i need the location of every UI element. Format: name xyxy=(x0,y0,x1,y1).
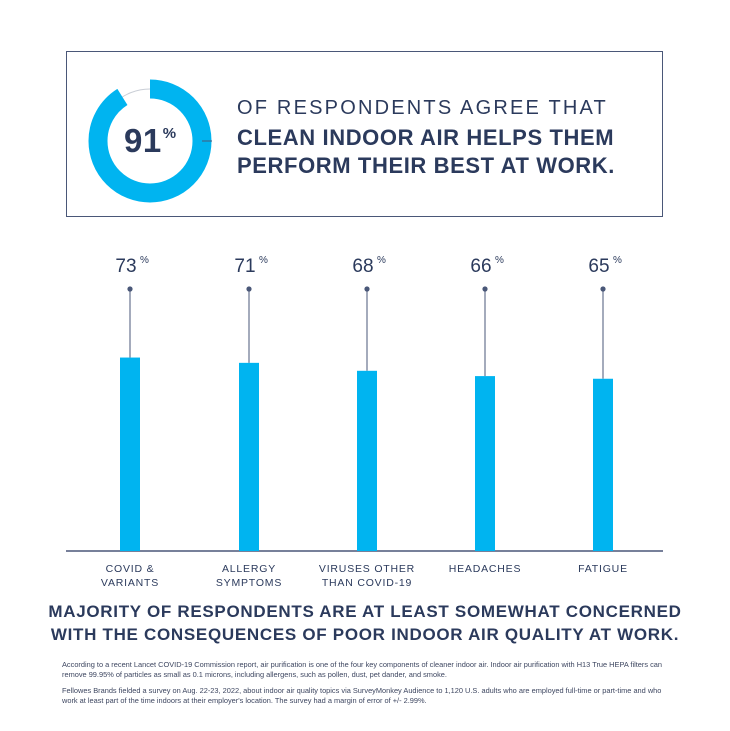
category-label: THAN COVID-19 xyxy=(322,577,412,589)
category-label: FATIGUE xyxy=(578,563,628,575)
hero-percentage: 91 % xyxy=(88,79,212,203)
category-label: VARIANTS xyxy=(101,577,159,589)
bar-stem-dot xyxy=(127,286,133,292)
hero-statement-line1: OF RESPONDENTS AGREE THAT xyxy=(237,97,608,119)
category-label: ALLERGY xyxy=(222,563,276,575)
bar-stem-dot xyxy=(246,286,252,292)
bar xyxy=(239,362,259,551)
footnotes: According to a recent Lancet COVID-19 Co… xyxy=(62,660,672,712)
hero-statement-line3: PERFORM THEIR BEST AT WORK. xyxy=(237,153,615,178)
bar xyxy=(475,376,495,551)
hero-statement: OF RESPONDENTS AGREE THAT CLEAN INDOOR A… xyxy=(237,97,615,180)
chart-tagline: MAJORITY OF RESPONDENTS ARE AT LEAST SOM… xyxy=(0,600,730,646)
footnote-1: According to a recent Lancet COVID-19 Co… xyxy=(62,660,663,679)
bar xyxy=(593,378,613,551)
bar-stem-dot xyxy=(482,286,488,292)
bar-value-unit: % xyxy=(495,255,504,266)
hero-percentage-unit: % xyxy=(162,124,177,142)
bar-value-unit: % xyxy=(140,255,149,266)
bar-value-unit: % xyxy=(259,255,268,266)
bar xyxy=(357,370,377,551)
bar-stem-dot xyxy=(364,286,370,292)
percent-ring xyxy=(88,79,212,203)
category-label: SYMPTOMS xyxy=(216,577,282,589)
bar-value-unit: % xyxy=(613,255,622,266)
category-label: COVID & xyxy=(106,563,155,575)
bar-value-label: 73 xyxy=(115,256,136,277)
bar xyxy=(120,357,140,551)
category-label: VIRUSES OTHER xyxy=(319,563,415,575)
bar-value-label: 66 xyxy=(470,256,491,277)
tagline-line2: WITH THE CONSEQUENCES OF POOR INDOOR AIR… xyxy=(50,625,680,644)
bar-value-label: 68 xyxy=(352,256,373,277)
hero-percentage-number: 91 xyxy=(123,122,162,159)
tagline-line1: MAJORITY OF RESPONDENTS ARE AT LEAST SOM… xyxy=(48,602,682,621)
concern-bar-chart: 73 % COVID & VARIANTS 71 % ALLERGY SYMPTOMS 68 % V… xyxy=(66,255,663,589)
hero-statement-line2: CLEAN INDOOR AIR HELPS THEM xyxy=(237,125,615,150)
category-label: HEADACHES xyxy=(449,563,522,575)
bar-stem-dot xyxy=(600,286,606,292)
bar-value-label: 71 xyxy=(234,256,255,277)
bar-value-label: 65 xyxy=(588,256,609,277)
bar-value-unit: % xyxy=(377,255,386,266)
footnote-2: Fellowes Brands fielded a survey on Aug.… xyxy=(62,686,662,705)
hero-callout-box xyxy=(66,51,663,217)
